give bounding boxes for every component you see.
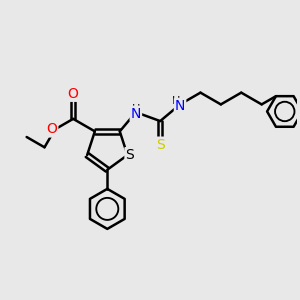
Text: N: N [131,107,141,121]
Text: S: S [125,148,134,162]
Text: H: H [172,96,181,106]
Text: S: S [156,138,165,152]
Text: H: H [132,104,140,114]
Text: O: O [46,122,57,136]
Text: N: N [175,99,185,113]
Text: O: O [68,87,79,101]
